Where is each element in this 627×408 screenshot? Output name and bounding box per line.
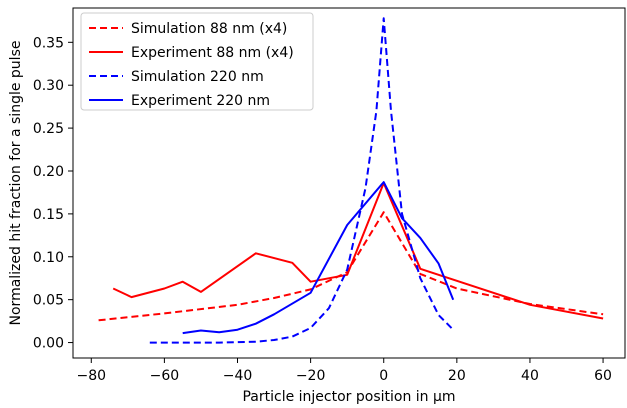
plot-lines	[98, 17, 604, 344]
y-tick-label: 0.20	[33, 164, 64, 180]
x-tick-label: 20	[448, 368, 466, 384]
plot-area-frame	[72, 7, 626, 359]
y-axis-label: Normalized hit fraction for a single pul…	[8, 41, 24, 326]
legend-entry-label: Experiment 88 nm (x4)	[131, 45, 294, 61]
x-tick-label: −40	[223, 368, 253, 384]
legend-entry-label: Simulation 220 nm	[131, 69, 264, 85]
x-axis-label: Particle injector position in μm	[242, 389, 455, 405]
x-tick-label: 0	[379, 368, 388, 384]
x-tick-label: −60	[150, 368, 180, 384]
x-tick-label: 60	[594, 368, 612, 384]
y-tick-label: 0.25	[33, 121, 64, 137]
y-axis: 0.00 0.05 0.10 0.15 0.20 0.25 0.30 0.35	[33, 35, 73, 352]
x-tick-label: −80	[77, 368, 107, 384]
y-tick-label: 0.30	[33, 78, 64, 94]
legend-box	[80, 12, 314, 111]
y-tick-label: 0.35	[33, 35, 64, 51]
x-tick-label: 40	[521, 368, 539, 384]
series-line-2	[112, 182, 604, 320]
legend: Simulation 88 nm (x4) Experiment 88 nm (x…	[80, 12, 314, 111]
y-tick-label: 0.00	[33, 336, 64, 352]
legend-entry-label: Simulation 88 nm (x4)	[131, 21, 287, 37]
y-tick-label: 0.15	[33, 207, 64, 223]
y-tick-label: 0.10	[33, 250, 64, 266]
y-tick-label: 0.05	[33, 293, 64, 309]
x-axis: −80 −60 −40 −20 0 20 40 60	[77, 358, 612, 384]
series-line-3	[149, 17, 454, 344]
series-line-4	[182, 181, 455, 335]
x-tick-label: −20	[296, 368, 326, 384]
legend-entry-label: Experiment 220 nm	[131, 93, 270, 109]
